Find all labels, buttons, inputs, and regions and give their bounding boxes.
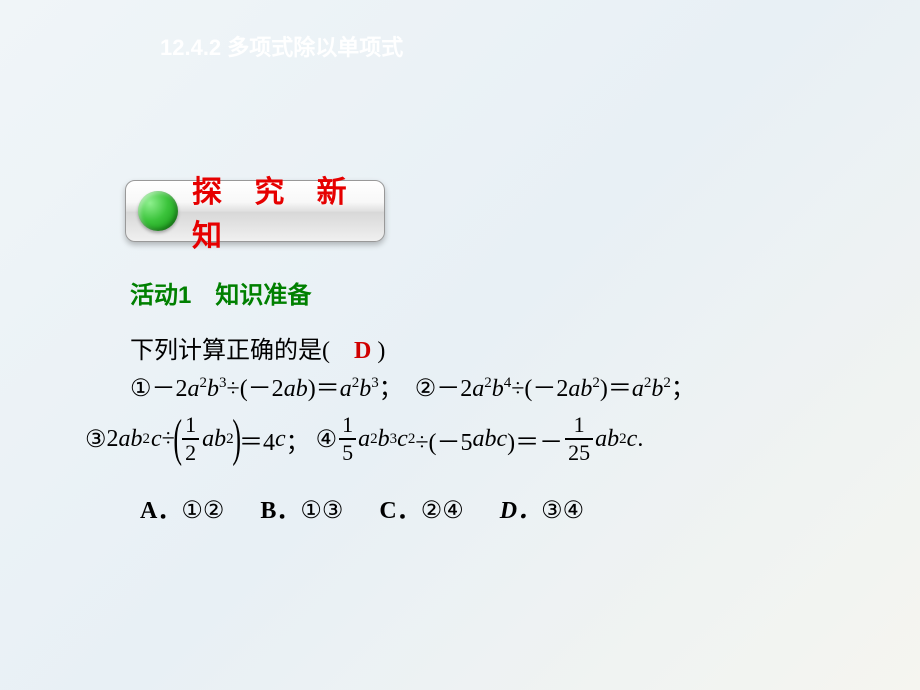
answer-letter: D bbox=[354, 338, 371, 364]
fraction-one-fifth: 15 bbox=[339, 414, 356, 464]
option-c-label: C． bbox=[379, 498, 420, 524]
fraction-one-twentyfifth: 125 bbox=[565, 414, 593, 464]
explore-button: 探 究 新 知 bbox=[125, 180, 385, 242]
fraction-one-half: 12 bbox=[182, 414, 199, 464]
option-b-content: ①③ bbox=[300, 498, 343, 524]
option-d-content: ③④ bbox=[541, 498, 584, 524]
question-stem: 下列计算正确的是( D ) bbox=[130, 330, 385, 365]
circle-icon bbox=[138, 191, 178, 231]
math-expressions-row1: ①－2a2b3÷(－2ab)＝a2b3； ②－2a2b4÷(－2ab2)＝a2b… bbox=[130, 368, 695, 403]
options: A．①② B．①③ C．②④ D．③④ bbox=[140, 490, 614, 525]
circled-2: ② bbox=[415, 376, 437, 402]
option-a-content: ①② bbox=[181, 498, 224, 524]
option-b-label: B． bbox=[260, 498, 300, 524]
option-a-label: A． bbox=[140, 498, 181, 524]
activity-title: 活动1 知识准备 bbox=[130, 275, 311, 310]
option-c-content: ②④ bbox=[421, 498, 464, 524]
explore-button-label: 探 究 新 知 bbox=[192, 167, 384, 255]
circled-4: ④ bbox=[316, 425, 338, 454]
stem-close: ) bbox=[371, 338, 385, 364]
circled-1: ① bbox=[130, 376, 152, 402]
math-expressions-row2: ③2ab2c÷(12ab2)＝4c； ④15a2b3c2÷(－5abc)＝－12… bbox=[85, 413, 643, 465]
circled-3: ③ bbox=[85, 425, 107, 454]
stem-text: 下列计算正确的是( bbox=[130, 338, 354, 364]
section-title: 12.4.2 多项式除以单项式 bbox=[160, 30, 403, 62]
option-d-label: D． bbox=[500, 498, 541, 524]
